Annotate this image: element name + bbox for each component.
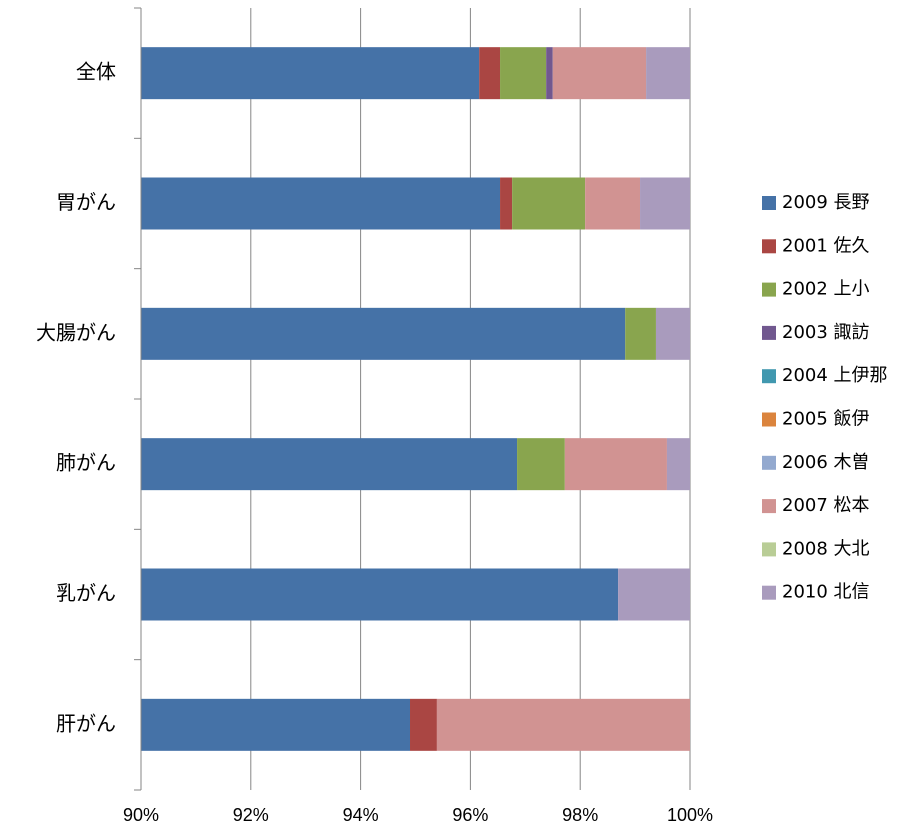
bar-segment: [141, 568, 619, 621]
bar-segment: [436, 698, 690, 751]
legend-label: 2005 飯伊: [782, 409, 870, 430]
legend-swatch: [762, 196, 776, 210]
category-label: 胃がん: [56, 190, 116, 214]
category-label: 全体: [76, 60, 116, 84]
x-tick-label: 96%: [452, 805, 488, 825]
legend-swatch: [762, 499, 776, 514]
legend-label: 2010 北信: [782, 582, 870, 603]
category-label: 大腸がん: [36, 320, 116, 344]
bar-segment: [500, 177, 513, 230]
legend-swatch: [762, 585, 776, 600]
bar-segment: [640, 177, 690, 230]
bar-segment: [552, 47, 647, 100]
bar-segment: [141, 698, 411, 751]
category-label: 肺がん: [56, 451, 116, 475]
bar-segment: [141, 438, 518, 491]
bar-segment: [517, 438, 565, 491]
x-tick-label: 90%: [123, 805, 159, 825]
bar-segment: [646, 47, 690, 100]
legend-swatch: [762, 455, 776, 470]
x-tick-label: 100%: [667, 805, 713, 825]
legend-label: 2001 佐久: [782, 235, 870, 256]
x-tick-label: 92%: [233, 805, 269, 825]
legend-swatch: [762, 412, 776, 427]
category-label: 乳がん: [56, 581, 116, 605]
legend-swatch: [762, 369, 776, 384]
legend-label: 2004 上伊那: [782, 365, 888, 386]
legend-swatch: [762, 239, 776, 254]
x-tick-label: 98%: [562, 805, 598, 825]
bar-segment: [585, 177, 641, 230]
bar-segment: [410, 698, 437, 751]
bar-segment: [479, 47, 501, 100]
category-label: 肝がん: [56, 711, 116, 735]
bar-segment: [546, 47, 553, 100]
legend-label: 2002 上小: [782, 279, 870, 300]
bar-segment: [655, 307, 690, 360]
bar-segment: [618, 568, 690, 621]
grid: [140, 8, 691, 790]
bar-segment: [625, 307, 656, 360]
legend-swatch: [762, 542, 776, 557]
bar-segment: [141, 177, 501, 230]
legend-label: 2003 諏訪: [782, 322, 870, 343]
legend-swatch: [762, 325, 776, 340]
legend-label: 2008 大北: [782, 538, 870, 559]
x-tick-label: 94%: [343, 805, 379, 825]
legend-label: 2006 木曽: [782, 452, 870, 473]
bar-segment: [141, 47, 480, 100]
bars: [141, 47, 690, 751]
legend-label: 2007 松本: [782, 495, 870, 516]
bar-segment: [500, 47, 547, 100]
legend-label: 2009 長野: [782, 192, 870, 213]
bar-segment: [666, 438, 690, 491]
bar-segment: [512, 177, 586, 230]
legend-swatch: [762, 282, 776, 297]
bar-segment: [564, 438, 667, 491]
bar-segment: [141, 307, 626, 360]
